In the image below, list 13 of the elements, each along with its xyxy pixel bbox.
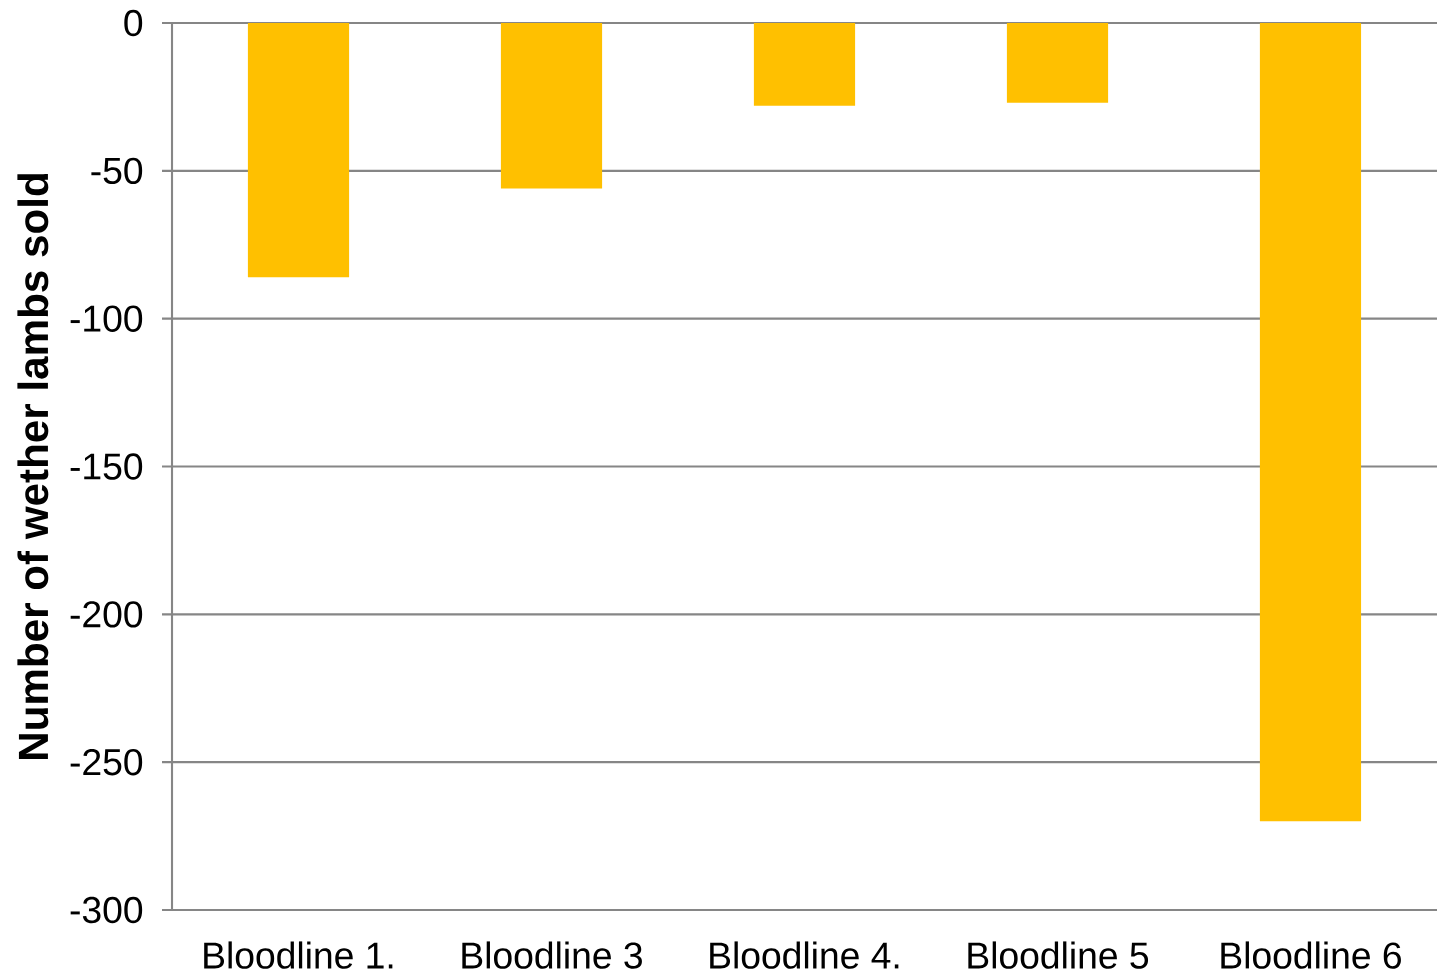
x-tick-label: Bloodline 1. <box>204 941 393 969</box>
x-tick-label: Bloodline 6 <box>1221 941 1401 969</box>
x-tick-label: Bloodline 5 <box>968 941 1149 969</box>
y-tick-label: -100 <box>70 305 143 332</box>
x-tick-label: Bloodline 4. <box>710 941 899 969</box>
y-tick-label: -250 <box>70 748 143 776</box>
y-tick-label: 0 <box>124 9 143 37</box>
y-axis-title: Number of wether lambs sold <box>17 174 49 759</box>
y-tick-label: -300 <box>70 896 143 924</box>
x-tick-label: Bloodline 3 <box>462 941 642 969</box>
y-tick-label: -50 <box>91 157 143 185</box>
y-tick-label: -150 <box>70 453 143 480</box>
y-tick-label: -200 <box>70 601 143 628</box>
